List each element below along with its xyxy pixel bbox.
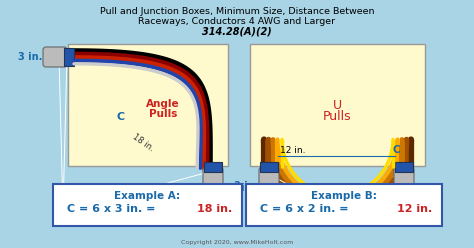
Text: Angle: Angle: [146, 99, 180, 109]
Bar: [204, 162, 222, 172]
FancyBboxPatch shape: [53, 184, 242, 226]
Bar: [260, 162, 278, 172]
Text: 18 in.: 18 in.: [131, 132, 155, 153]
Text: Pulls: Pulls: [149, 109, 177, 119]
Text: U: U: [332, 99, 342, 112]
FancyBboxPatch shape: [250, 44, 425, 166]
FancyBboxPatch shape: [394, 167, 414, 191]
Text: Pull and Junction Boxes, Minimum Size, Distance Between: Pull and Junction Boxes, Minimum Size, D…: [100, 7, 374, 16]
Text: C = 6 x 2 in. =: C = 6 x 2 in. =: [260, 204, 352, 214]
FancyBboxPatch shape: [203, 167, 223, 191]
Text: C: C: [393, 145, 401, 155]
Text: 2 in.: 2 in.: [417, 183, 441, 193]
Text: 3 in.: 3 in.: [234, 181, 258, 191]
Text: Raceways, Conductors 4 AWG and Larger: Raceways, Conductors 4 AWG and Larger: [138, 17, 336, 26]
Text: 2 in.: 2 in.: [231, 183, 255, 193]
Bar: [64, 48, 74, 66]
Text: C: C: [117, 112, 125, 122]
FancyBboxPatch shape: [43, 47, 67, 67]
Text: 3 in.: 3 in.: [18, 52, 42, 62]
Text: Example A:: Example A:: [114, 191, 181, 201]
Text: 12 in.: 12 in.: [280, 146, 306, 155]
Text: 18 in.: 18 in.: [197, 204, 232, 214]
Text: 12 in.: 12 in.: [397, 204, 432, 214]
Text: Example B:: Example B:: [311, 191, 377, 201]
Text: 314.28(A)(2): 314.28(A)(2): [202, 27, 272, 37]
Text: Pulls: Pulls: [323, 110, 351, 123]
Bar: [395, 162, 413, 172]
Text: Copyright 2020, www.MikeHolt.com: Copyright 2020, www.MikeHolt.com: [181, 240, 293, 245]
FancyBboxPatch shape: [259, 167, 279, 191]
Text: C = 6 x 3 in. =: C = 6 x 3 in. =: [67, 204, 159, 214]
FancyBboxPatch shape: [68, 44, 228, 166]
FancyBboxPatch shape: [246, 184, 442, 226]
